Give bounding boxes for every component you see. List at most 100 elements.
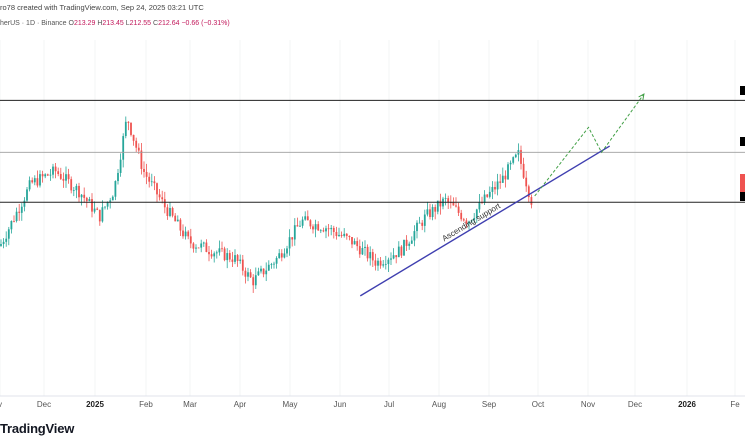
candle-body-190 xyxy=(494,187,496,190)
candle-168 xyxy=(436,200,439,215)
candle-body-96 xyxy=(249,272,252,278)
candle-body-167 xyxy=(434,207,437,212)
x-tick-9: Aug xyxy=(432,400,446,409)
candle-body-189 xyxy=(491,187,494,192)
candle-31 xyxy=(80,194,83,206)
price-tag-current xyxy=(740,174,745,192)
candle-6 xyxy=(15,207,18,223)
candle-body-124 xyxy=(322,230,325,232)
candle-body-29 xyxy=(75,185,78,191)
candle-body-118 xyxy=(306,216,309,221)
candle-body-155 xyxy=(403,239,405,256)
candle-body-33 xyxy=(85,197,88,202)
candle-30 xyxy=(78,182,80,203)
candle-7 xyxy=(18,203,21,221)
candle-body-21 xyxy=(54,166,57,172)
candle-151 xyxy=(392,248,395,260)
candle-9 xyxy=(23,197,26,212)
candle-body-89 xyxy=(231,259,234,262)
candle-152 xyxy=(395,255,398,264)
candle-body-145 xyxy=(377,260,379,266)
candle-82 xyxy=(213,251,216,263)
candle-body-64 xyxy=(166,207,169,216)
candle-body-85 xyxy=(221,248,223,250)
candle-159 xyxy=(413,225,416,247)
candle-27 xyxy=(70,176,73,194)
candle-body-14 xyxy=(36,178,39,186)
candle-body-91 xyxy=(236,255,239,261)
candle-128 xyxy=(332,225,335,239)
ohlc-low-label: L xyxy=(125,20,130,27)
candle-body-110 xyxy=(286,248,288,254)
ohlc-change: −0.66 (−0.31%) xyxy=(181,20,230,27)
candle-body-166 xyxy=(431,207,434,218)
candle-192 xyxy=(499,174,502,189)
candle-73 xyxy=(189,228,192,249)
candle-body-109 xyxy=(283,253,286,258)
projection-group[interactable] xyxy=(534,93,645,197)
candle-body-35 xyxy=(91,199,93,212)
candle-body-149 xyxy=(387,259,390,265)
candle-67 xyxy=(174,213,177,222)
candle-body-6 xyxy=(15,211,18,222)
candle-136 xyxy=(353,238,356,245)
candle-137 xyxy=(356,237,359,251)
candle-body-169 xyxy=(439,200,442,207)
x-tick-15: Fe xyxy=(730,400,740,409)
candle-body-182 xyxy=(473,217,476,221)
tradingview-logo[interactable]: TradingView xyxy=(0,421,75,436)
candle-body-195 xyxy=(507,164,509,180)
candle-204 xyxy=(530,194,533,209)
candle-184 xyxy=(478,194,481,213)
candle-203 xyxy=(527,184,530,203)
candle-68 xyxy=(176,215,179,222)
candle-body-24 xyxy=(62,178,65,181)
candle-body-80 xyxy=(208,252,210,255)
candle-body-47 xyxy=(122,136,125,160)
candle-body-66 xyxy=(171,208,174,216)
candle-body-5 xyxy=(13,220,15,222)
candle-122 xyxy=(317,221,320,232)
candle-32 xyxy=(83,187,86,203)
candle-body-139 xyxy=(361,247,364,255)
x-tick-12: Nov xyxy=(581,400,595,409)
candle-10 xyxy=(26,187,28,203)
candle-87 xyxy=(226,248,229,269)
candle-body-144 xyxy=(374,260,377,266)
candle-201 xyxy=(522,157,525,180)
candle-body-154 xyxy=(400,246,403,256)
candle-body-27 xyxy=(70,179,73,191)
candle-116 xyxy=(301,216,304,229)
candle-body-123 xyxy=(319,230,322,232)
candle-124 xyxy=(322,227,325,233)
candle-62 xyxy=(161,190,164,204)
candle-57 xyxy=(148,172,151,188)
candle-body-107 xyxy=(278,253,281,259)
candle-165 xyxy=(429,203,431,220)
candle-157 xyxy=(408,241,411,250)
candle-21 xyxy=(54,162,57,179)
symbol-legend[interactable]: herUS · 1D · Binance O213.29 H213.45 L21… xyxy=(0,20,230,27)
candle-body-136 xyxy=(353,241,356,245)
candle-body-34 xyxy=(88,199,91,202)
candle-body-67 xyxy=(174,215,177,222)
candle-body-187 xyxy=(486,194,489,197)
candle-body-204 xyxy=(530,197,533,205)
candle-body-200 xyxy=(520,150,522,164)
horizontal-levels[interactable] xyxy=(0,99,745,203)
candle-body-193 xyxy=(501,175,504,183)
candle-body-174 xyxy=(452,202,455,206)
candle-body-32 xyxy=(83,194,86,198)
candle-body-90 xyxy=(234,255,236,262)
candle-148 xyxy=(384,255,387,270)
candle-156 xyxy=(405,235,408,251)
candle-115 xyxy=(299,220,301,228)
candle-169 xyxy=(439,193,442,215)
trendline-group[interactable]: Ascending support xyxy=(359,145,611,297)
candle-170 xyxy=(442,196,444,210)
candle-body-150 xyxy=(390,258,392,260)
x-tick-0: v xyxy=(0,400,2,409)
candle-body-161 xyxy=(418,222,421,224)
candle-134 xyxy=(348,235,351,241)
